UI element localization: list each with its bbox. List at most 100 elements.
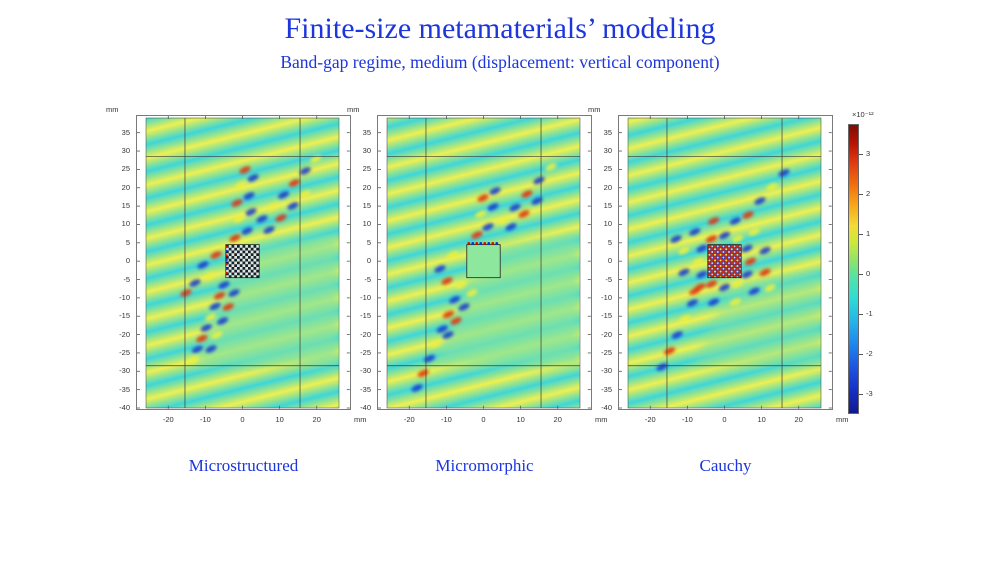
panel-caption-microstructured: Microstructured [188,456,299,475]
colorbar-tick-label: 0 [866,269,871,278]
y-tick-label: 0 [607,256,612,266]
grid-lines [146,118,339,408]
x-axis-unit-label: mm [836,415,849,424]
x-tick-label: -10 [199,415,211,424]
axis-ticks [137,116,350,409]
colorbar-tick [859,234,863,235]
y-tick-label: -15 [119,311,130,321]
y-tick-label: -5 [364,274,371,284]
y-tick-label: -10 [119,292,130,302]
y-tick-label: -10 [601,292,612,302]
x-tick-label: 0 [240,415,245,424]
y-tick-label: 5 [125,237,130,247]
page-subtitle: Band-gap regime, medium (displacement: v… [280,52,720,72]
scattered-field-blobs [411,163,557,392]
colorbar: ×10⁻¹² 3 2 1 0 -1 -2 -3 [846,106,916,436]
colorbar-gradient [848,124,859,414]
panel-plot [136,115,351,410]
y-tick-label: -20 [119,329,130,339]
y-tick-label: 35 [362,127,371,137]
panel-caption-micromorphic: Micromorphic [435,456,534,475]
y-tick-label: -20 [601,329,612,339]
x-tick-label: 0 [722,415,727,424]
axes-frame [618,115,833,410]
panel-micromorphic: mm mm 35 30 25 20 15 10 5 0 -5 -10 -15 -20 -25 -30 -35… [345,103,625,424]
y-tick-label: 10 [362,219,371,229]
y-tick-label: -30 [360,366,371,376]
y-tick-label: -25 [601,347,612,357]
colorbar-tick [859,394,863,395]
x-tick-label: -20 [644,415,656,424]
x-tick-label: 10 [275,415,284,424]
y-tick-label: 20 [362,182,371,192]
x-tick-label: -20 [403,415,415,424]
shadow-region [194,236,339,366]
y-tick-label: -5 [605,274,612,284]
y-tick-label: 20 [603,182,612,192]
y-tick-label: 0 [366,256,371,266]
colorbar-tick-label: -2 [866,349,873,358]
colorbar-tick [859,314,863,315]
colorbar-tick [859,154,863,155]
y-tick-label: -30 [119,366,130,376]
y-tick-label: 25 [603,164,612,174]
panel-cauchy: mm mm 35 30 25 20 15 10 5 0 -5 -10 -15 -20 -25 -30 -35… [586,103,866,424]
y-tick-label: -25 [119,347,130,357]
y-tick-label: 15 [603,201,612,211]
y-tick-label: -35 [360,384,371,394]
y-tick-label: 35 [603,127,612,137]
page-title: Finite-size metamaterials’ modeling [284,12,716,45]
colorbar-exponent-label: ×10⁻¹² [852,110,874,119]
x-tick-label: 20 [553,415,562,424]
y-tick-label: 20 [121,182,130,192]
scatterer-square [466,244,501,279]
x-tick-label: -20 [162,415,174,424]
x-tick-label: 10 [516,415,525,424]
shadow-region [694,273,821,366]
y-tick-label: 35 [121,127,130,137]
grid-lines [628,118,821,408]
y-tick-label: -40 [601,403,612,412]
x-tick-label: 0 [481,415,486,424]
y-tick-label: 30 [362,146,371,156]
colorbar-tick-label: -1 [866,309,873,318]
x-tick-label: 20 [794,415,803,424]
scatterer-square [225,244,260,279]
y-tick-label: 5 [607,237,612,247]
y-tick-label: -5 [123,274,130,284]
panel-caption-cauchy: Cauchy [699,456,752,475]
shadow-region [435,236,580,366]
y-tick-label: 15 [121,201,130,211]
y-axis-unit-label: mm [106,105,119,114]
x-axis-unit-label: mm [354,415,367,424]
x-tick-label: 20 [312,415,321,424]
y-tick-label: -35 [119,384,130,394]
y-tick-label: -15 [601,311,612,321]
y-tick-label: -30 [601,366,612,376]
y-tick-label: 15 [362,201,371,211]
y-tick-label: -10 [360,292,371,302]
y-axis-unit-label: mm [347,105,360,114]
x-tick-label: 10 [757,415,766,424]
colorbar-tick [859,194,863,195]
grid-lines [387,118,580,408]
y-tick-label: -40 [119,403,130,412]
y-tick-label: 25 [121,164,130,174]
y-tick-label: 25 [362,164,371,174]
axes-frame [136,115,351,410]
axes-frame [377,115,592,410]
x-axis-unit-label: mm [595,415,608,424]
y-tick-label: -25 [360,347,371,357]
y-tick-label: 30 [121,146,130,156]
y-tick-label: -20 [360,329,371,339]
colorbar-tick [859,274,863,275]
y-tick-label: -35 [601,384,612,394]
colorbar-tick [859,354,863,355]
colorbar-tick-label: 3 [866,149,871,158]
colorbar-tick-label: 1 [866,229,871,238]
axis-ticks [378,116,591,409]
y-tick-label: 10 [603,219,612,229]
x-tick-label: -10 [440,415,452,424]
y-tick-label: -15 [360,311,371,321]
